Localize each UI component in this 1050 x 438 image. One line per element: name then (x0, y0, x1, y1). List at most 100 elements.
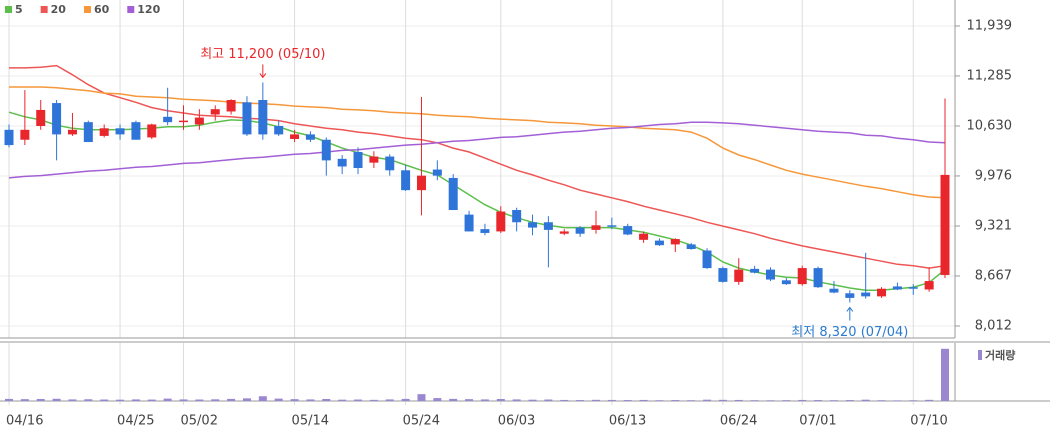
candle-body (432, 169, 442, 176)
legend-label: 120 (137, 3, 160, 16)
volume-bar (782, 400, 791, 401)
volume-bar (544, 399, 553, 401)
volume-bar (655, 400, 664, 401)
y-tick-label: 11,285 (967, 68, 1013, 83)
candle-body (750, 268, 760, 273)
candle-body (67, 129, 77, 135)
volume-bar (84, 399, 93, 401)
candle-body (829, 288, 839, 293)
volume-bar (227, 398, 236, 401)
x-tick-label: 06/13 (609, 414, 646, 429)
volume-bar (576, 400, 585, 401)
x-tick-label: 05/24 (403, 414, 440, 429)
volume-bar (147, 399, 156, 401)
volume-bar (195, 399, 204, 401)
annotation-arrowhead (846, 306, 854, 312)
volume-bar (703, 399, 712, 401)
volume-bar (465, 399, 474, 401)
candle-body (52, 103, 62, 135)
candle-body (480, 229, 490, 233)
candle-body (369, 156, 379, 163)
volume-bar (242, 398, 251, 401)
volume-bar (131, 399, 140, 401)
candle-body (813, 268, 823, 288)
ma-line (8, 121, 946, 179)
candle-body (528, 222, 538, 228)
y-tick-label: 9,321 (975, 218, 1012, 233)
candle-body (861, 292, 871, 297)
volume-bar (480, 399, 489, 401)
volume-bar (750, 400, 759, 401)
volume-bar (687, 400, 696, 401)
candle-body (337, 158, 347, 167)
candle-body (83, 122, 93, 143)
volume-bar (449, 398, 458, 401)
candle-body (718, 268, 728, 282)
ma-line (9, 64, 946, 269)
volume-bar (734, 399, 743, 401)
volume-bar (36, 398, 45, 401)
candle-body (940, 174, 950, 275)
volume-bar (798, 399, 807, 401)
candle-body (401, 170, 411, 191)
legend-label: 20 (51, 3, 67, 16)
candle-body (559, 231, 569, 234)
candle-body (242, 102, 252, 135)
candle-body (385, 156, 395, 171)
volume-bar (401, 398, 410, 401)
candle-body (321, 139, 331, 161)
legend-swatch (127, 6, 135, 13)
volume-bar (496, 398, 505, 401)
candle-body (670, 239, 680, 245)
candle-body (797, 268, 807, 285)
candle-body (543, 222, 553, 230)
candle-body (781, 280, 791, 285)
volume-bar (877, 400, 886, 401)
candle-body (353, 151, 363, 169)
volume-bar (814, 400, 823, 401)
y-tick-label: 8,667 (975, 268, 1012, 283)
volume-bar (909, 400, 918, 401)
ma-line (9, 86, 946, 199)
volume-bar (560, 399, 569, 401)
candle-body (4, 129, 14, 146)
x-tick-label: 05/14 (292, 414, 329, 429)
candle-body (496, 211, 506, 232)
candle-body (765, 269, 775, 280)
volume-bar (258, 396, 267, 401)
volume-bar (274, 398, 283, 401)
y-tick-label: 10,630 (967, 118, 1013, 133)
candle-body (734, 269, 744, 282)
candle-body (210, 109, 220, 115)
volume-bar (893, 400, 902, 401)
annotation: 최저 8,320 (07/04) (791, 325, 908, 340)
volume-bar (861, 399, 870, 401)
volume-bar (623, 400, 632, 401)
annotation-arrowhead (259, 73, 267, 79)
candle-body (20, 129, 30, 140)
candle-body (274, 125, 284, 135)
volume-bar (163, 398, 172, 401)
volume-bar (322, 398, 331, 401)
x-tick-label: 06/24 (720, 414, 757, 429)
candle-body (591, 225, 601, 230)
candle-body (448, 177, 458, 211)
volume-bar (20, 399, 29, 401)
candle-body (686, 244, 696, 249)
candle-body (194, 117, 204, 125)
legend-swatch (40, 6, 48, 13)
candle-body (36, 109, 46, 126)
y-tick-label: 9,976 (975, 168, 1012, 183)
volume-bar (512, 399, 521, 401)
legend-label: 5 (15, 3, 23, 16)
x-tick-label: 07/01 (799, 414, 836, 429)
x-tick-label: 04/25 (117, 414, 154, 429)
candle-body (258, 100, 268, 135)
x-tick-label: 05/02 (181, 414, 218, 429)
volume-bar (639, 399, 648, 401)
x-tick-label: 04/16 (6, 414, 43, 429)
candle-body (654, 240, 664, 246)
candle-body (512, 210, 522, 223)
